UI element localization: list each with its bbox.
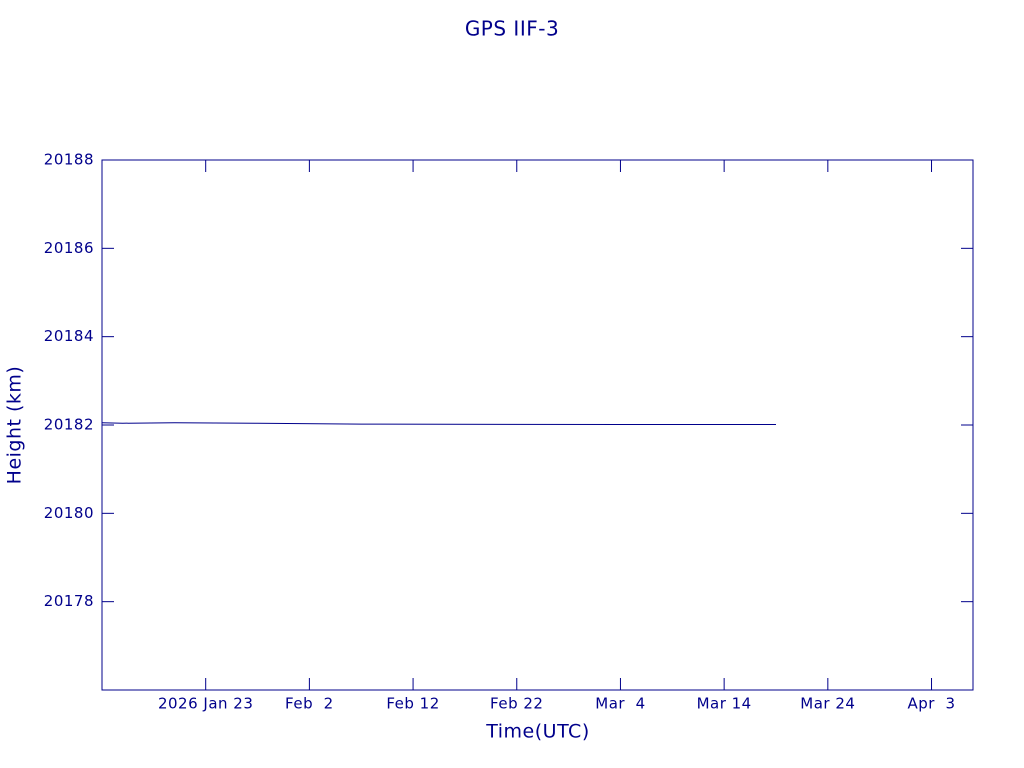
data-line xyxy=(101,422,776,426)
y-tick-label: 20184 xyxy=(44,327,94,345)
x-tick-label: Feb 12 xyxy=(386,695,439,713)
chart-title: GPS IIF-3 xyxy=(465,17,559,41)
x-tick-label: Feb 22 xyxy=(490,695,543,713)
x-tick-label: Feb 2 xyxy=(285,695,334,713)
plot-frame xyxy=(101,159,974,691)
x-tick-label: Mar 24 xyxy=(800,695,855,713)
x-tick-label: Apr 3 xyxy=(908,695,956,713)
y-tick-label: 20188 xyxy=(44,151,94,169)
x-axis-label: Time(UTC) xyxy=(485,721,590,743)
x-tick-label: Mar 14 xyxy=(697,695,752,713)
y-tick-label: 20180 xyxy=(44,504,94,522)
x-tick-label: 2026 Jan 23 xyxy=(158,695,253,713)
y-tick-label: 20186 xyxy=(44,239,94,257)
y-axis-label: Height (km) xyxy=(4,366,26,485)
x-tick-label: Mar 4 xyxy=(595,695,645,713)
y-tick-label: 20178 xyxy=(44,592,94,610)
y-tick-label: 20182 xyxy=(44,416,94,434)
